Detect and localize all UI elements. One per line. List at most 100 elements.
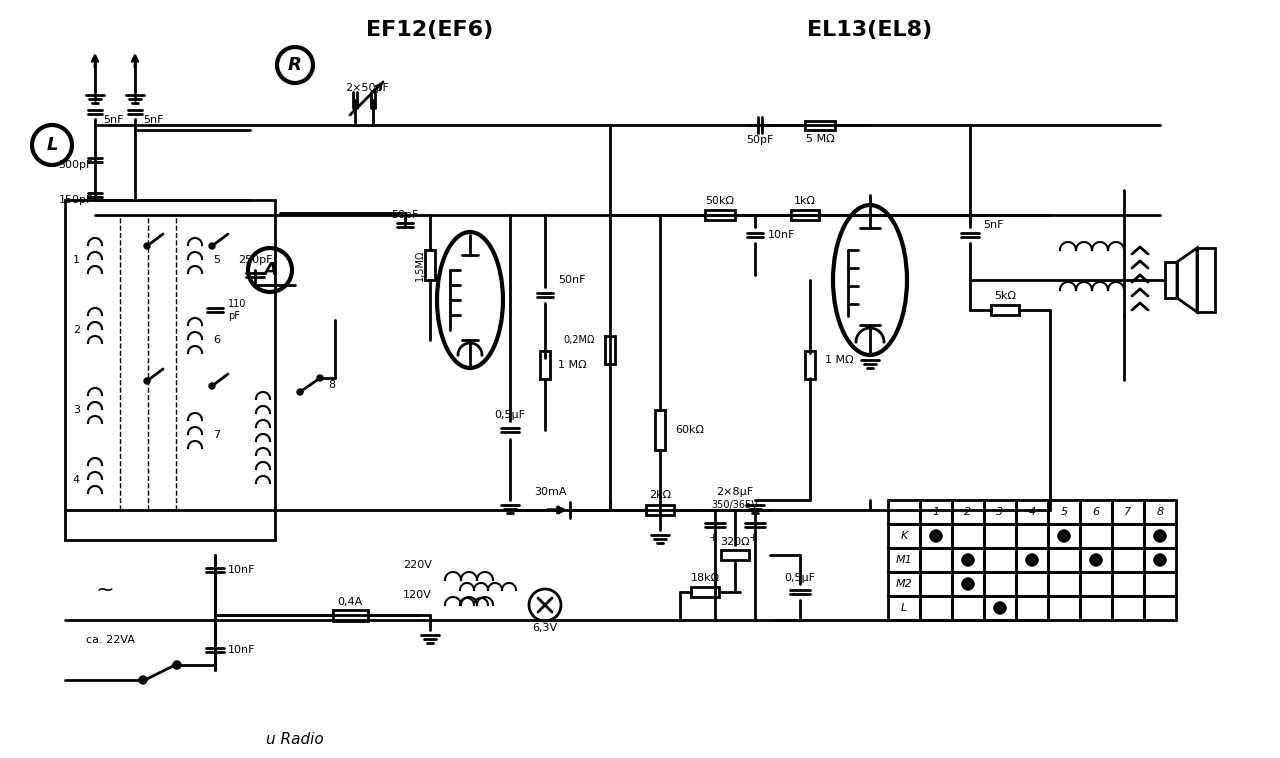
Text: 220V: 220V bbox=[403, 560, 433, 570]
Bar bbox=[984, 596, 1016, 620]
Text: 150pF: 150pF bbox=[59, 195, 93, 205]
Bar bbox=[984, 524, 1016, 548]
Bar bbox=[1112, 524, 1144, 548]
Text: 2: 2 bbox=[964, 507, 972, 517]
Circle shape bbox=[173, 661, 180, 669]
Bar bbox=[1080, 500, 1112, 524]
Circle shape bbox=[143, 243, 150, 249]
Bar bbox=[605, 336, 614, 364]
Bar bbox=[1144, 572, 1176, 596]
Text: 8: 8 bbox=[328, 380, 335, 390]
Text: 1,5MΩ: 1,5MΩ bbox=[415, 249, 425, 280]
Bar bbox=[1080, 524, 1112, 548]
Text: 3: 3 bbox=[73, 405, 79, 415]
Text: 5: 5 bbox=[1060, 507, 1068, 517]
Text: 6,3V: 6,3V bbox=[532, 623, 558, 633]
Bar bbox=[920, 548, 952, 572]
Text: A: A bbox=[264, 261, 276, 279]
Text: 3: 3 bbox=[996, 507, 1004, 517]
Text: M2: M2 bbox=[896, 579, 913, 589]
Circle shape bbox=[140, 676, 147, 684]
Bar bbox=[705, 210, 735, 220]
Bar bbox=[1016, 548, 1048, 572]
Bar bbox=[952, 572, 984, 596]
Text: EL13(EL8): EL13(EL8) bbox=[808, 20, 933, 40]
Bar bbox=[1048, 596, 1080, 620]
Bar bbox=[952, 524, 984, 548]
Bar bbox=[952, 548, 984, 572]
Bar bbox=[1144, 596, 1176, 620]
Circle shape bbox=[209, 243, 215, 249]
Text: +: + bbox=[749, 533, 758, 543]
Bar bbox=[333, 609, 367, 621]
Bar bbox=[646, 505, 675, 515]
Bar bbox=[425, 250, 435, 280]
Text: 8: 8 bbox=[1156, 507, 1164, 517]
Text: 0,4A: 0,4A bbox=[338, 597, 362, 607]
Bar bbox=[791, 210, 819, 220]
Text: ca. 22VA: ca. 22VA bbox=[86, 635, 134, 645]
Text: ~: ~ bbox=[96, 580, 114, 600]
Text: 1: 1 bbox=[73, 255, 79, 265]
Text: 350/365V: 350/365V bbox=[712, 500, 759, 510]
Text: 2: 2 bbox=[73, 325, 79, 335]
Text: 2×50pF: 2×50pF bbox=[346, 83, 389, 93]
Bar bbox=[1197, 248, 1215, 312]
Circle shape bbox=[209, 383, 215, 389]
Bar bbox=[888, 524, 920, 548]
Bar bbox=[1112, 572, 1144, 596]
Bar bbox=[920, 500, 952, 524]
Bar bbox=[1144, 500, 1176, 524]
Text: 50pF: 50pF bbox=[392, 210, 419, 220]
Text: 60kΩ: 60kΩ bbox=[675, 425, 704, 435]
Text: 5nF: 5nF bbox=[102, 115, 123, 125]
Bar bbox=[984, 500, 1016, 524]
Bar bbox=[1016, 572, 1048, 596]
Bar bbox=[1080, 572, 1112, 596]
Bar bbox=[984, 548, 1016, 572]
Bar bbox=[1080, 596, 1112, 620]
Bar bbox=[1112, 500, 1144, 524]
Text: 2kΩ: 2kΩ bbox=[649, 490, 671, 500]
Text: +: + bbox=[708, 533, 718, 543]
Bar bbox=[991, 305, 1019, 315]
Text: 6: 6 bbox=[1092, 507, 1100, 517]
Bar bbox=[1112, 548, 1144, 572]
Circle shape bbox=[1027, 554, 1038, 566]
Text: 5kΩ: 5kΩ bbox=[995, 291, 1016, 301]
Text: 1 MΩ: 1 MΩ bbox=[826, 355, 854, 365]
Text: 4: 4 bbox=[73, 475, 79, 485]
Circle shape bbox=[1091, 554, 1102, 566]
Bar bbox=[721, 550, 749, 560]
Bar bbox=[920, 596, 952, 620]
Text: EF12(EF6): EF12(EF6) bbox=[366, 20, 494, 40]
Circle shape bbox=[995, 602, 1006, 614]
Text: M1: M1 bbox=[896, 555, 913, 565]
Bar bbox=[1048, 500, 1080, 524]
Text: 18kΩ: 18kΩ bbox=[690, 573, 719, 583]
Circle shape bbox=[143, 378, 150, 384]
Bar bbox=[920, 524, 952, 548]
Text: 50pF: 50pF bbox=[746, 135, 773, 145]
Text: 10nF: 10nF bbox=[228, 565, 256, 575]
Circle shape bbox=[1059, 530, 1070, 542]
Bar bbox=[1016, 500, 1048, 524]
Bar bbox=[540, 351, 550, 379]
Text: 5nF: 5nF bbox=[983, 220, 1004, 230]
Bar bbox=[1144, 524, 1176, 548]
Text: 0,5µF: 0,5µF bbox=[494, 410, 526, 420]
Bar bbox=[1048, 572, 1080, 596]
Bar bbox=[805, 121, 835, 130]
Text: 10nF: 10nF bbox=[228, 645, 256, 655]
Bar bbox=[1016, 524, 1048, 548]
Bar bbox=[888, 500, 920, 524]
Bar bbox=[1165, 262, 1178, 298]
Text: 500pF: 500pF bbox=[59, 160, 93, 170]
Text: 1kΩ: 1kΩ bbox=[794, 196, 817, 206]
Bar bbox=[952, 500, 984, 524]
Text: 5nF: 5nF bbox=[143, 115, 164, 125]
Circle shape bbox=[931, 530, 942, 542]
Text: 50kΩ: 50kΩ bbox=[705, 196, 735, 206]
Bar bbox=[984, 572, 1016, 596]
Bar bbox=[805, 351, 815, 379]
